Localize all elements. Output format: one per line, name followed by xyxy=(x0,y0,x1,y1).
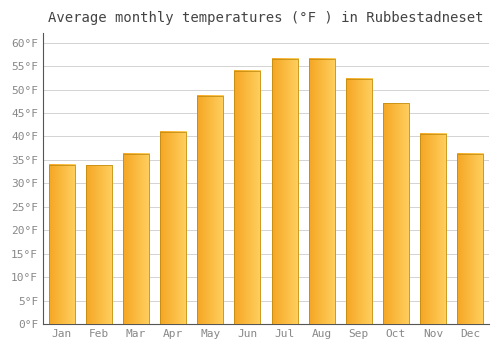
Bar xyxy=(123,154,149,324)
Bar xyxy=(420,134,446,324)
Bar xyxy=(383,103,409,324)
Bar xyxy=(458,154,483,324)
Bar xyxy=(308,59,334,324)
Bar xyxy=(272,59,297,324)
Bar xyxy=(234,71,260,324)
Bar xyxy=(197,96,223,324)
Title: Average monthly temperatures (°F ) in Rubbestadneset: Average monthly temperatures (°F ) in Ru… xyxy=(48,11,484,25)
Bar xyxy=(346,79,372,324)
Bar xyxy=(160,132,186,324)
Bar xyxy=(86,166,112,324)
Bar xyxy=(48,164,74,324)
